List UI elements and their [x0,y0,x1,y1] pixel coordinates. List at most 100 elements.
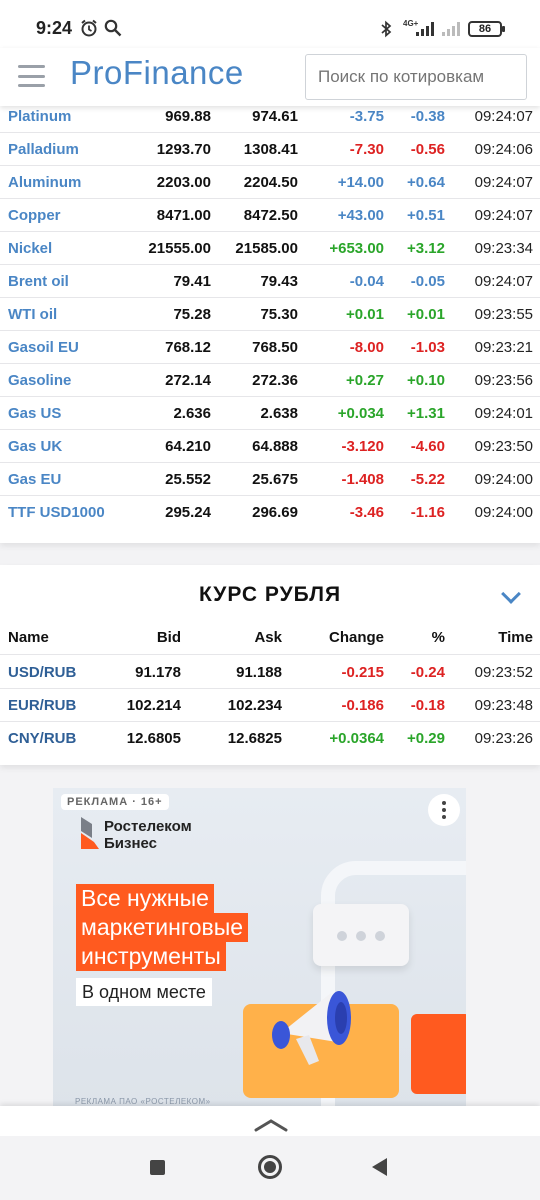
percent-value: -0.38 [410,108,445,125]
bottom-sheet-handle[interactable] [0,1106,540,1136]
update-time: 09:24:07 [474,174,533,191]
table-row[interactable]: USD/RUB 91.178 91.188 -0.215 -0.24 09:23:52 [0,656,540,689]
instrument-name[interactable]: Brent oil [8,273,69,290]
rostelecom-logo-icon [81,817,99,849]
status-bar: 9:24 4G+ 86 [0,0,540,48]
ask-value: 272.36 [252,372,298,389]
bid-value: 2203.00 [156,174,211,191]
alarm-icon [81,19,97,37]
col-change[interactable]: Change [328,629,384,646]
ruble-rows: USD/RUB 91.178 91.188 -0.215 -0.24 09:23:52 EU… [0,656,540,755]
percent-value: -0.05 [410,273,445,290]
table-row[interactable]: Brent oil 79.41 79.43 -0.04 -0.05 09:24:07 [0,265,540,298]
app-header: ProFinance [0,48,540,106]
signal-icon-secondary [442,22,460,36]
advertisement-banner[interactable]: РЕКЛАМА · 16+ Ростелеком Бизнес Все нужн… [53,788,466,1108]
commodities-rows: Platinum 969.88 974.61 -3.75 -0.38 09:24:07 Pa… [0,100,540,529]
table-row[interactable]: Nickel 21555.00 21585.00 +653.00 +3.12 09:23:… [0,232,540,265]
update-time: 09:23:55 [474,306,533,323]
instrument-name[interactable]: Nickel [8,240,53,257]
percent-value: +0.10 [407,372,445,389]
change-value: +0.27 [346,372,384,389]
table-row[interactable]: Gas EU 25.552 25.675 -1.408 -5.22 09:24:00 [0,463,540,496]
table-row[interactable]: Gasoline 272.14 272.36 +0.27 +0.10 09:23:56 [0,364,540,397]
table-row[interactable]: Copper 8471.00 8472.50 +43.00 +0.51 09:24:07 [0,199,540,232]
instrument-name[interactable]: WTI oil [8,306,58,323]
table-row[interactable]: Platinum 969.88 974.61 -3.75 -0.38 09:24:07 [0,100,540,133]
logo[interactable]: ProFinance [70,54,244,92]
instrument-name[interactable]: Gas EU [8,471,62,488]
instrument-name[interactable]: Gas UK [8,438,63,455]
instrument-name[interactable]: Gasoline [8,372,72,389]
change-value: +14.00 [337,174,384,191]
ask-value: 21585.00 [235,240,298,257]
update-time: 09:23:56 [474,372,533,389]
col-bid[interactable]: Bid [156,629,181,646]
bid-value: 969.88 [165,108,211,125]
change-value: +0.0364 [329,730,384,747]
update-time: 09:24:07 [474,273,533,290]
instrument-name[interactable]: EUR/RUB [8,697,77,714]
percent-value: +0.01 [407,306,445,323]
instrument-name[interactable]: Aluminum [8,174,82,191]
col-ask[interactable]: Ask [254,629,282,646]
more-vertical-icon[interactable] [428,794,460,826]
bid-value: 64.210 [165,438,211,455]
col-time[interactable]: Time [498,629,533,646]
table-row[interactable]: WTI oil 75.28 75.30 +0.01 +0.01 09:23:55 [0,298,540,331]
instrument-name[interactable]: CNY/RUB [8,730,77,747]
ad-headline-line: Все нужные [76,884,214,913]
percent-value: -0.18 [410,697,445,714]
ask-value: 102.234 [227,697,282,714]
recent-apps-button[interactable] [150,1160,165,1175]
table-row[interactable]: TTF USD1000 295.24 296.69 -3.46 -1.16 09:24:0… [0,496,540,529]
ask-value: 25.675 [252,471,298,488]
bid-value: 21555.00 [148,240,211,257]
ad-brand-line1: Ростелеком [104,818,192,835]
table-row[interactable]: Palladium 1293.70 1308.41 -7.30 -0.56 09:24:0… [0,133,540,166]
table-row[interactable]: EUR/RUB 102.214 102.234 -0.186 -0.18 09:23:48 [0,689,540,722]
red-panel-graphic [411,1014,466,1094]
system-nav-bar [0,1136,540,1200]
table-row[interactable]: Gas UK 64.210 64.888 -3.120 -4.60 09:23:50 [0,430,540,463]
bid-value: 768.12 [165,339,211,356]
col-pct[interactable]: % [431,629,445,646]
instrument-name[interactable]: TTF USD1000 [8,504,105,521]
menu-icon[interactable] [18,65,45,87]
ask-value: 12.6825 [227,730,282,747]
section-title: КУРС РУБЛЯ [198,583,342,606]
percent-value: -0.24 [410,664,445,681]
percent-value: +0.51 [407,207,445,224]
instrument-name[interactable]: Copper [8,207,61,224]
instrument-name[interactable]: Gas US [8,405,62,422]
table-row[interactable]: CNY/RUB 12.6805 12.6825 +0.0364 +0.29 09:23:2… [0,722,540,755]
bid-value: 75.28 [173,306,211,323]
table-row[interactable]: Gasoil EU 768.12 768.50 -8.00 -1.03 09:23:21 [0,331,540,364]
ask-value: 2.638 [260,405,298,422]
instrument-name[interactable]: Palladium [8,141,79,158]
bid-value: 91.178 [135,664,181,681]
change-value: +43.00 [337,207,384,224]
instrument-name[interactable]: USD/RUB [8,664,77,681]
change-value: -3.46 [349,504,384,521]
col-name[interactable]: Name [8,629,49,646]
table-row[interactable]: Aluminum 2203.00 2204.50 +14.00 +0.64 09:24:0… [0,166,540,199]
ad-brand-line2: Бизнес [104,835,158,852]
table-row[interactable]: Gas US 2.636 2.638 +0.034 +1.31 09:24:01 [0,397,540,430]
update-time: 09:23:21 [474,339,533,356]
back-button[interactable] [372,1158,387,1176]
bid-value: 272.14 [165,372,211,389]
ruble-rates-section: КУРС РУБЛЯ Name Bid Ask Change % Time US… [0,565,540,765]
search-input[interactable] [305,54,527,100]
home-button[interactable] [258,1155,282,1179]
percent-value: +1.31 [407,405,445,422]
instrument-name[interactable]: Platinum [8,108,72,125]
ad-headline-line: маркетинговые [76,913,249,942]
change-value: -3.120 [341,438,384,455]
megaphone-icon [272,991,351,1065]
chevron-up-icon[interactable] [254,1118,288,1132]
ask-value: 79.43 [260,273,298,290]
search-icon [104,19,122,37]
change-value: -1.408 [341,471,384,488]
instrument-name[interactable]: Gasoil EU [8,339,79,356]
